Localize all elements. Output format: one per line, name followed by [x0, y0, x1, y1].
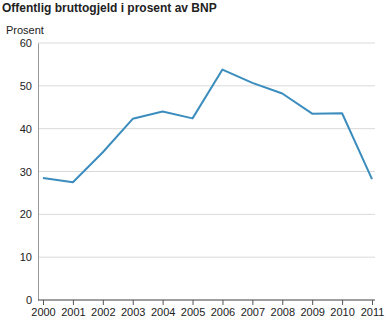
x-tick-mark	[133, 300, 134, 305]
x-tick-label: 2001	[61, 306, 85, 318]
x-tick-mark	[312, 300, 313, 305]
x-tick-mark	[103, 300, 104, 305]
x-tick-label: 2003	[121, 306, 145, 318]
title: Offentlig bruttogjeld i prosent av BNP	[2, 1, 217, 15]
x-tick-mark	[193, 300, 194, 305]
x-tick: 2005	[181, 300, 205, 318]
x-tick: 2010	[330, 300, 354, 318]
y-tick: 60	[20, 37, 38, 49]
y-tick-label: 0	[26, 294, 32, 306]
x-tick-mark	[252, 300, 253, 305]
x-tick: 2008	[271, 300, 295, 318]
grid-line	[38, 43, 375, 44]
y-tick: 0	[26, 294, 38, 306]
y-tick: 40	[20, 123, 38, 135]
y-tick-label: 30	[20, 166, 32, 178]
x-tick: 2004	[151, 300, 175, 318]
y-tick-label: 10	[20, 251, 32, 263]
y-tick-label: 20	[20, 208, 32, 220]
y-tick-label: 60	[20, 37, 32, 49]
chart: Offentlig bruttogjeld i prosent av BNP Pr…	[0, 0, 386, 320]
grid-line	[38, 300, 375, 301]
plot-area	[43, 70, 372, 183]
y-axis-line	[38, 44, 39, 301]
x-tick-label: 2011	[361, 306, 385, 318]
grid-line	[38, 171, 375, 172]
data-line	[43, 70, 372, 183]
x-tick-mark	[43, 300, 44, 305]
y-tick: 10	[20, 251, 38, 263]
x-tick-mark	[163, 300, 164, 305]
grid-line	[38, 257, 375, 258]
x-tick: 2009	[300, 300, 324, 318]
x-axis: 2000 2001 2002 2003 2004 2005 2006 2007 2008 2009…	[31, 300, 384, 318]
x-tick: 2003	[121, 300, 145, 318]
grid	[38, 43, 375, 300]
x-tick-label: 2006	[211, 306, 235, 318]
x-tick-label: 2000	[31, 306, 55, 318]
x-tick: 2011	[361, 300, 385, 318]
x-tick: 2001	[61, 300, 85, 318]
x-tick: 2006	[211, 300, 235, 318]
y-axis: 0 10 20 30 40 50 60	[20, 37, 39, 306]
x-tick-label: 2009	[300, 306, 324, 318]
x-tick-mark	[342, 300, 343, 305]
y-tick: 20	[20, 208, 38, 220]
x-tick-mark	[73, 300, 74, 305]
x-tick: 2000	[31, 300, 55, 318]
x-tick: 2002	[91, 300, 115, 318]
y-tick-label: 40	[20, 123, 32, 135]
grid-line	[38, 214, 375, 215]
y-tick: 30	[20, 166, 38, 178]
x-tick-label: 2008	[271, 306, 295, 318]
grid-line	[38, 128, 375, 129]
y-tick-label: 50	[20, 80, 32, 92]
x-tick: 2007	[241, 300, 265, 318]
x-tick-label: 2007	[241, 306, 265, 318]
x-tick-label: 2002	[91, 306, 115, 318]
grid-line	[38, 85, 375, 86]
x-tick-label: 2004	[151, 306, 175, 318]
y-axis-title: Prosent	[6, 24, 44, 36]
x-tick-label: 2005	[181, 306, 205, 318]
x-tick-label: 2010	[330, 306, 354, 318]
x-tick-mark	[222, 300, 223, 305]
y-tick: 50	[20, 80, 38, 92]
x-tick-mark	[372, 300, 373, 305]
x-tick-mark	[282, 300, 283, 305]
x-axis-line	[38, 300, 375, 301]
